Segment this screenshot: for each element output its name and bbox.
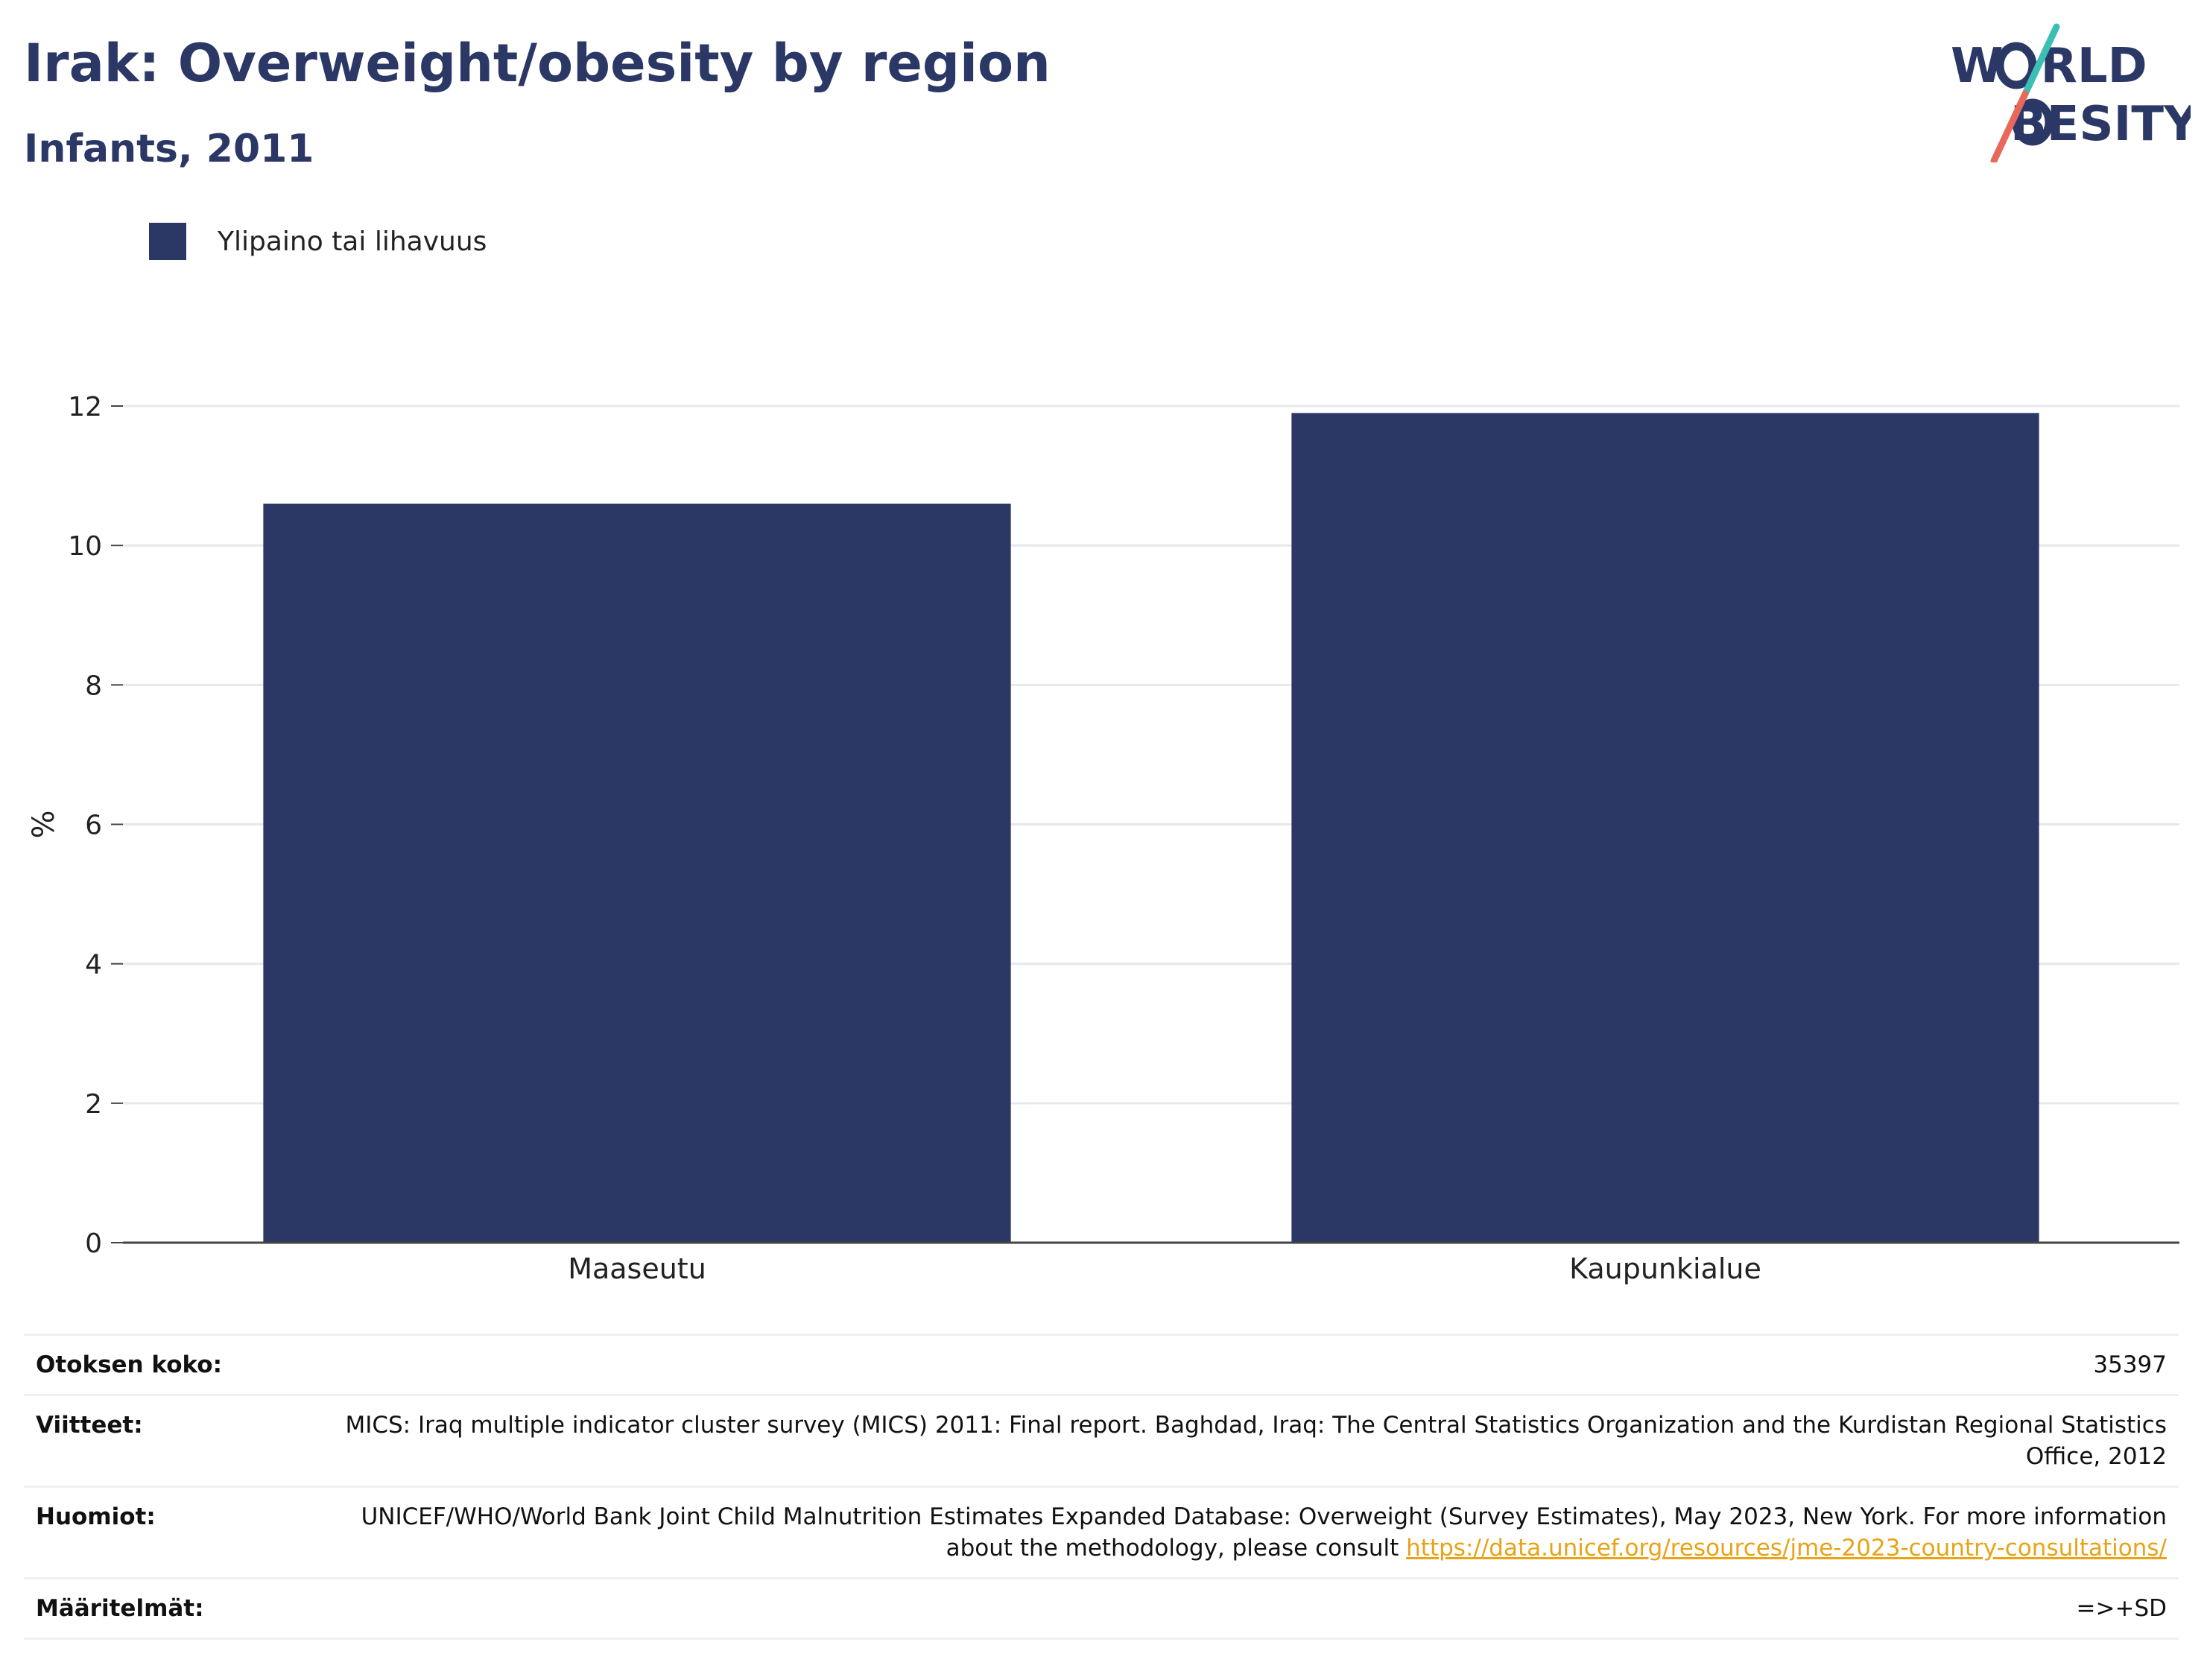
references-value: MICS: Iraq multiple indicator cluster su… bbox=[331, 1394, 2179, 1487]
bar bbox=[1291, 413, 2039, 1243]
y-axis-title: % bbox=[27, 810, 61, 838]
chart-title: Irak: Overweight/obesity by region bbox=[24, 33, 1051, 94]
info-table: Otoksen koko: 35397 Viitteet: MICS: Iraq… bbox=[24, 1334, 2179, 1640]
references-label: Viitteet: bbox=[24, 1394, 331, 1487]
legend-label: Ylipaino tai lihavuus bbox=[218, 226, 487, 257]
logo-slash-top bbox=[2021, 23, 2060, 98]
legend-swatch bbox=[149, 223, 186, 260]
notes-label: Huomiot: bbox=[24, 1486, 331, 1579]
chart-subtitle: Infants, 2011 bbox=[24, 127, 314, 171]
notes-value: UNICEF/WHO/World Bank Joint Child Malnut… bbox=[361, 1503, 2167, 1562]
bar-chart: 0 2 4 6 8 10 12 Maaseutu Kaupunkialue% bbox=[27, 392, 2179, 1285]
bar bbox=[263, 504, 1011, 1243]
definitions-value: =>+SD bbox=[331, 1577, 2179, 1640]
definitions-label: Määritelmät: bbox=[24, 1577, 331, 1640]
y-tick-label: 12 bbox=[68, 392, 102, 422]
logo-slash-bottom bbox=[1990, 90, 2029, 162]
y-tick-label: 4 bbox=[85, 950, 102, 980]
chart-legend: Ylipaino tai lihavuus bbox=[149, 221, 487, 262]
notes-value-cell: UNICEF/WHO/World Bank Joint Child Malnut… bbox=[331, 1486, 2179, 1579]
methodology-link[interactable]: https://data.unicef.org/resources/jme-20… bbox=[1406, 1535, 2167, 1562]
logo-o-bottom bbox=[2012, 98, 2053, 146]
info-row-sample-size: Otoksen koko: 35397 bbox=[24, 1334, 2179, 1395]
world-obesity-logo: W RLD BESITY bbox=[1951, 23, 2191, 162]
y-tick-label: 10 bbox=[68, 531, 102, 562]
sample-size-label: Otoksen koko: bbox=[24, 1334, 331, 1395]
sample-size-value: 35397 bbox=[331, 1334, 2179, 1395]
y-tick-label: 0 bbox=[85, 1229, 102, 1259]
info-row-references: Viitteet: MICS: Iraq multiple indicator … bbox=[24, 1394, 2179, 1487]
y-tick-label: 8 bbox=[85, 671, 102, 701]
x-category-label: Kaupunkialue bbox=[1569, 1252, 1761, 1285]
info-row-definitions: Määritelmät: =>+SD bbox=[24, 1577, 2179, 1640]
x-category-label: Maaseutu bbox=[568, 1252, 706, 1285]
logo-o-top bbox=[1995, 42, 2037, 89]
y-tick-label: 6 bbox=[85, 811, 102, 841]
logo-line1: W RLD bbox=[1951, 39, 2147, 94]
y-tick-label: 2 bbox=[85, 1089, 102, 1120]
info-row-notes: Huomiot: UNICEF/WHO/World Bank Joint Chi… bbox=[24, 1486, 2179, 1579]
